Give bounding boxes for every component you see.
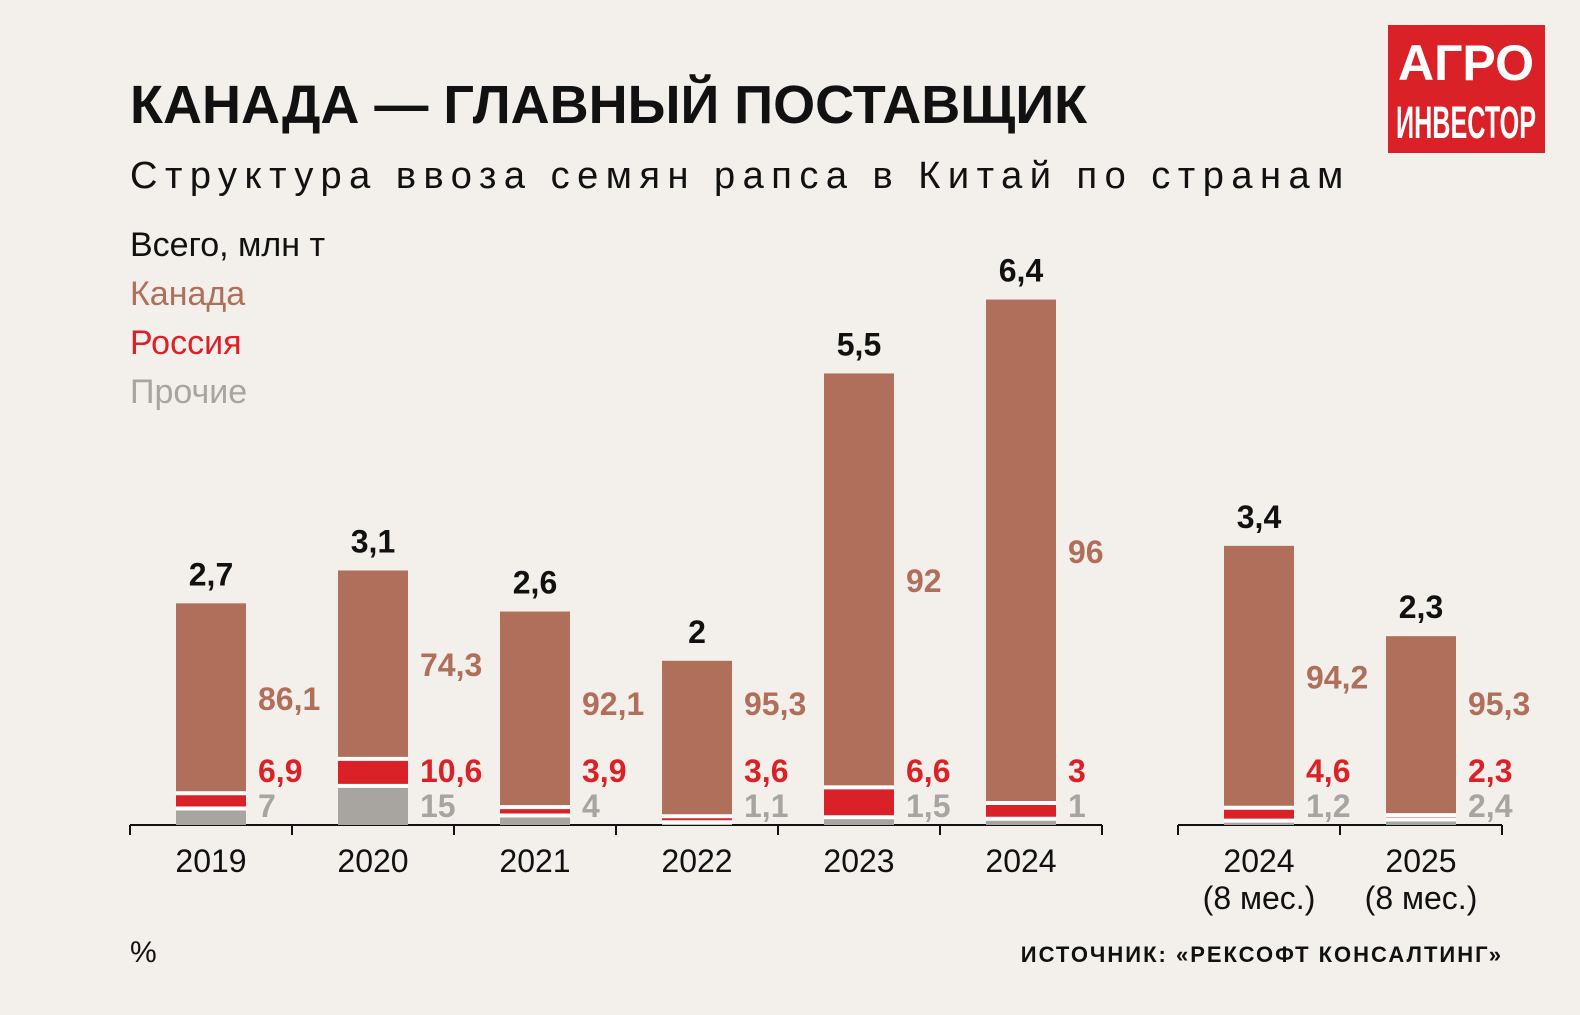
page-title: КАНАДА — ГЛАВНЫЙ ПОСТАВЩИК [130, 74, 1088, 135]
bar-segment-canada [662, 660, 732, 818]
legend-canada: Канада [130, 275, 245, 313]
canada-share-label: 92,1 [582, 686, 644, 722]
bar-segment-russia [500, 808, 570, 817]
bar-segment-other [176, 809, 246, 825]
total-value-label: 3,4 [1237, 499, 1282, 535]
total-value-label: 2,6 [513, 565, 557, 601]
legend-total: Всего, млн т [130, 226, 325, 264]
total-value-label: 5,5 [837, 326, 881, 362]
logo-background [1388, 25, 1545, 153]
x-axis-category-label: 2021 [499, 843, 570, 879]
logo-line2: ИНВЕСТОР [1396, 97, 1536, 148]
bar-segment-other [1386, 820, 1456, 825]
russia-share-label: 6,9 [258, 753, 302, 789]
total-value-label: 6,4 [999, 253, 1044, 289]
bar-segment-canada [1224, 545, 1294, 809]
canada-share-label: 96 [1068, 534, 1104, 570]
canada-share-label: 74,3 [420, 647, 482, 683]
other-share-label: 1,2 [1306, 788, 1350, 824]
bar-segment-other [338, 786, 408, 825]
bar-segment-other [986, 819, 1056, 825]
x-axis-category-label: 2024 [985, 843, 1056, 879]
bar-segment-other [1224, 821, 1294, 825]
bar-segment-canada [176, 603, 246, 795]
total-value-label: 2,3 [1399, 589, 1443, 625]
source-note: ИСТОЧНИК: «РЕКСОФТ КОНСАЛТИНГ» [1021, 942, 1503, 967]
total-value-label: 2,7 [189, 556, 233, 592]
canada-share-label: 95,3 [1468, 686, 1530, 722]
canada-share-label: 94,2 [1306, 659, 1368, 695]
russia-share-label: 6,6 [906, 753, 950, 789]
canada-share-label: 86,1 [258, 681, 320, 717]
other-share-label: 7 [258, 788, 276, 824]
russia-share-label: 10,6 [420, 753, 482, 789]
bar-segment-russia [1224, 808, 1294, 822]
logo-line1: АГРО [1398, 35, 1534, 91]
russia-share-label: 2,3 [1468, 753, 1512, 789]
russia-share-label: 3 [1068, 753, 1086, 789]
x-axis-category-label: 2020 [337, 843, 408, 879]
russia-share-label: 3,9 [582, 753, 626, 789]
canada-share-label: 95,3 [744, 686, 806, 722]
bar-segment-russia [338, 759, 408, 787]
plot-area: 2,7 86,1 6,97 2019 3,1 74,3 10,615 2020 2,6 92,1 3… [129, 253, 1530, 916]
other-share-label: 2,4 [1468, 788, 1513, 824]
canada-share-label: 92 [906, 563, 942, 599]
russia-share-label: 3,6 [744, 753, 788, 789]
other-share-label: 1,1 [744, 788, 788, 824]
x-axis-category-label: 2022 [661, 843, 732, 879]
unit-label: % [130, 936, 157, 969]
legend-other: Прочие [130, 373, 247, 411]
bar-segment-russia [986, 803, 1056, 820]
bar-segment-canada [1386, 636, 1456, 817]
x-axis-category-label: 2024 [1223, 843, 1294, 879]
bar-segment-canada [500, 611, 570, 809]
russia-share-label: 4,6 [1306, 753, 1350, 789]
total-value-label: 3,1 [351, 523, 395, 559]
bar-segment-russia [176, 794, 246, 810]
legend-russia: Россия [130, 324, 242, 362]
x-axis-category-label: (8 мес.) [1203, 880, 1316, 916]
bar-segment-canada [824, 373, 894, 789]
bar-segment-canada [986, 299, 1056, 804]
agroinvestor-logo: АГРО ИНВЕСТОР [1388, 25, 1545, 153]
x-axis-category-label: 2019 [175, 843, 246, 879]
bar-segment-canada [338, 570, 408, 760]
total-value-label: 2 [688, 614, 706, 650]
bar-segment-other [500, 816, 570, 825]
x-axis-category-label: 2025 [1385, 843, 1456, 879]
bar-segment-russia [824, 788, 894, 819]
other-share-label: 4 [582, 788, 600, 824]
x-axis-category-label: 2023 [823, 843, 894, 879]
other-share-label: 15 [420, 788, 456, 824]
bar-segment-other [824, 818, 894, 825]
x-axis-category-label: (8 мес.) [1365, 880, 1478, 916]
other-share-label: 1 [1068, 788, 1086, 824]
page-subtitle: Структура ввоза семян рапса в Китай по с… [130, 155, 1351, 197]
legend: Всего, млн т Канада Россия Прочие [130, 226, 325, 411]
other-share-label: 1,5 [906, 788, 950, 824]
